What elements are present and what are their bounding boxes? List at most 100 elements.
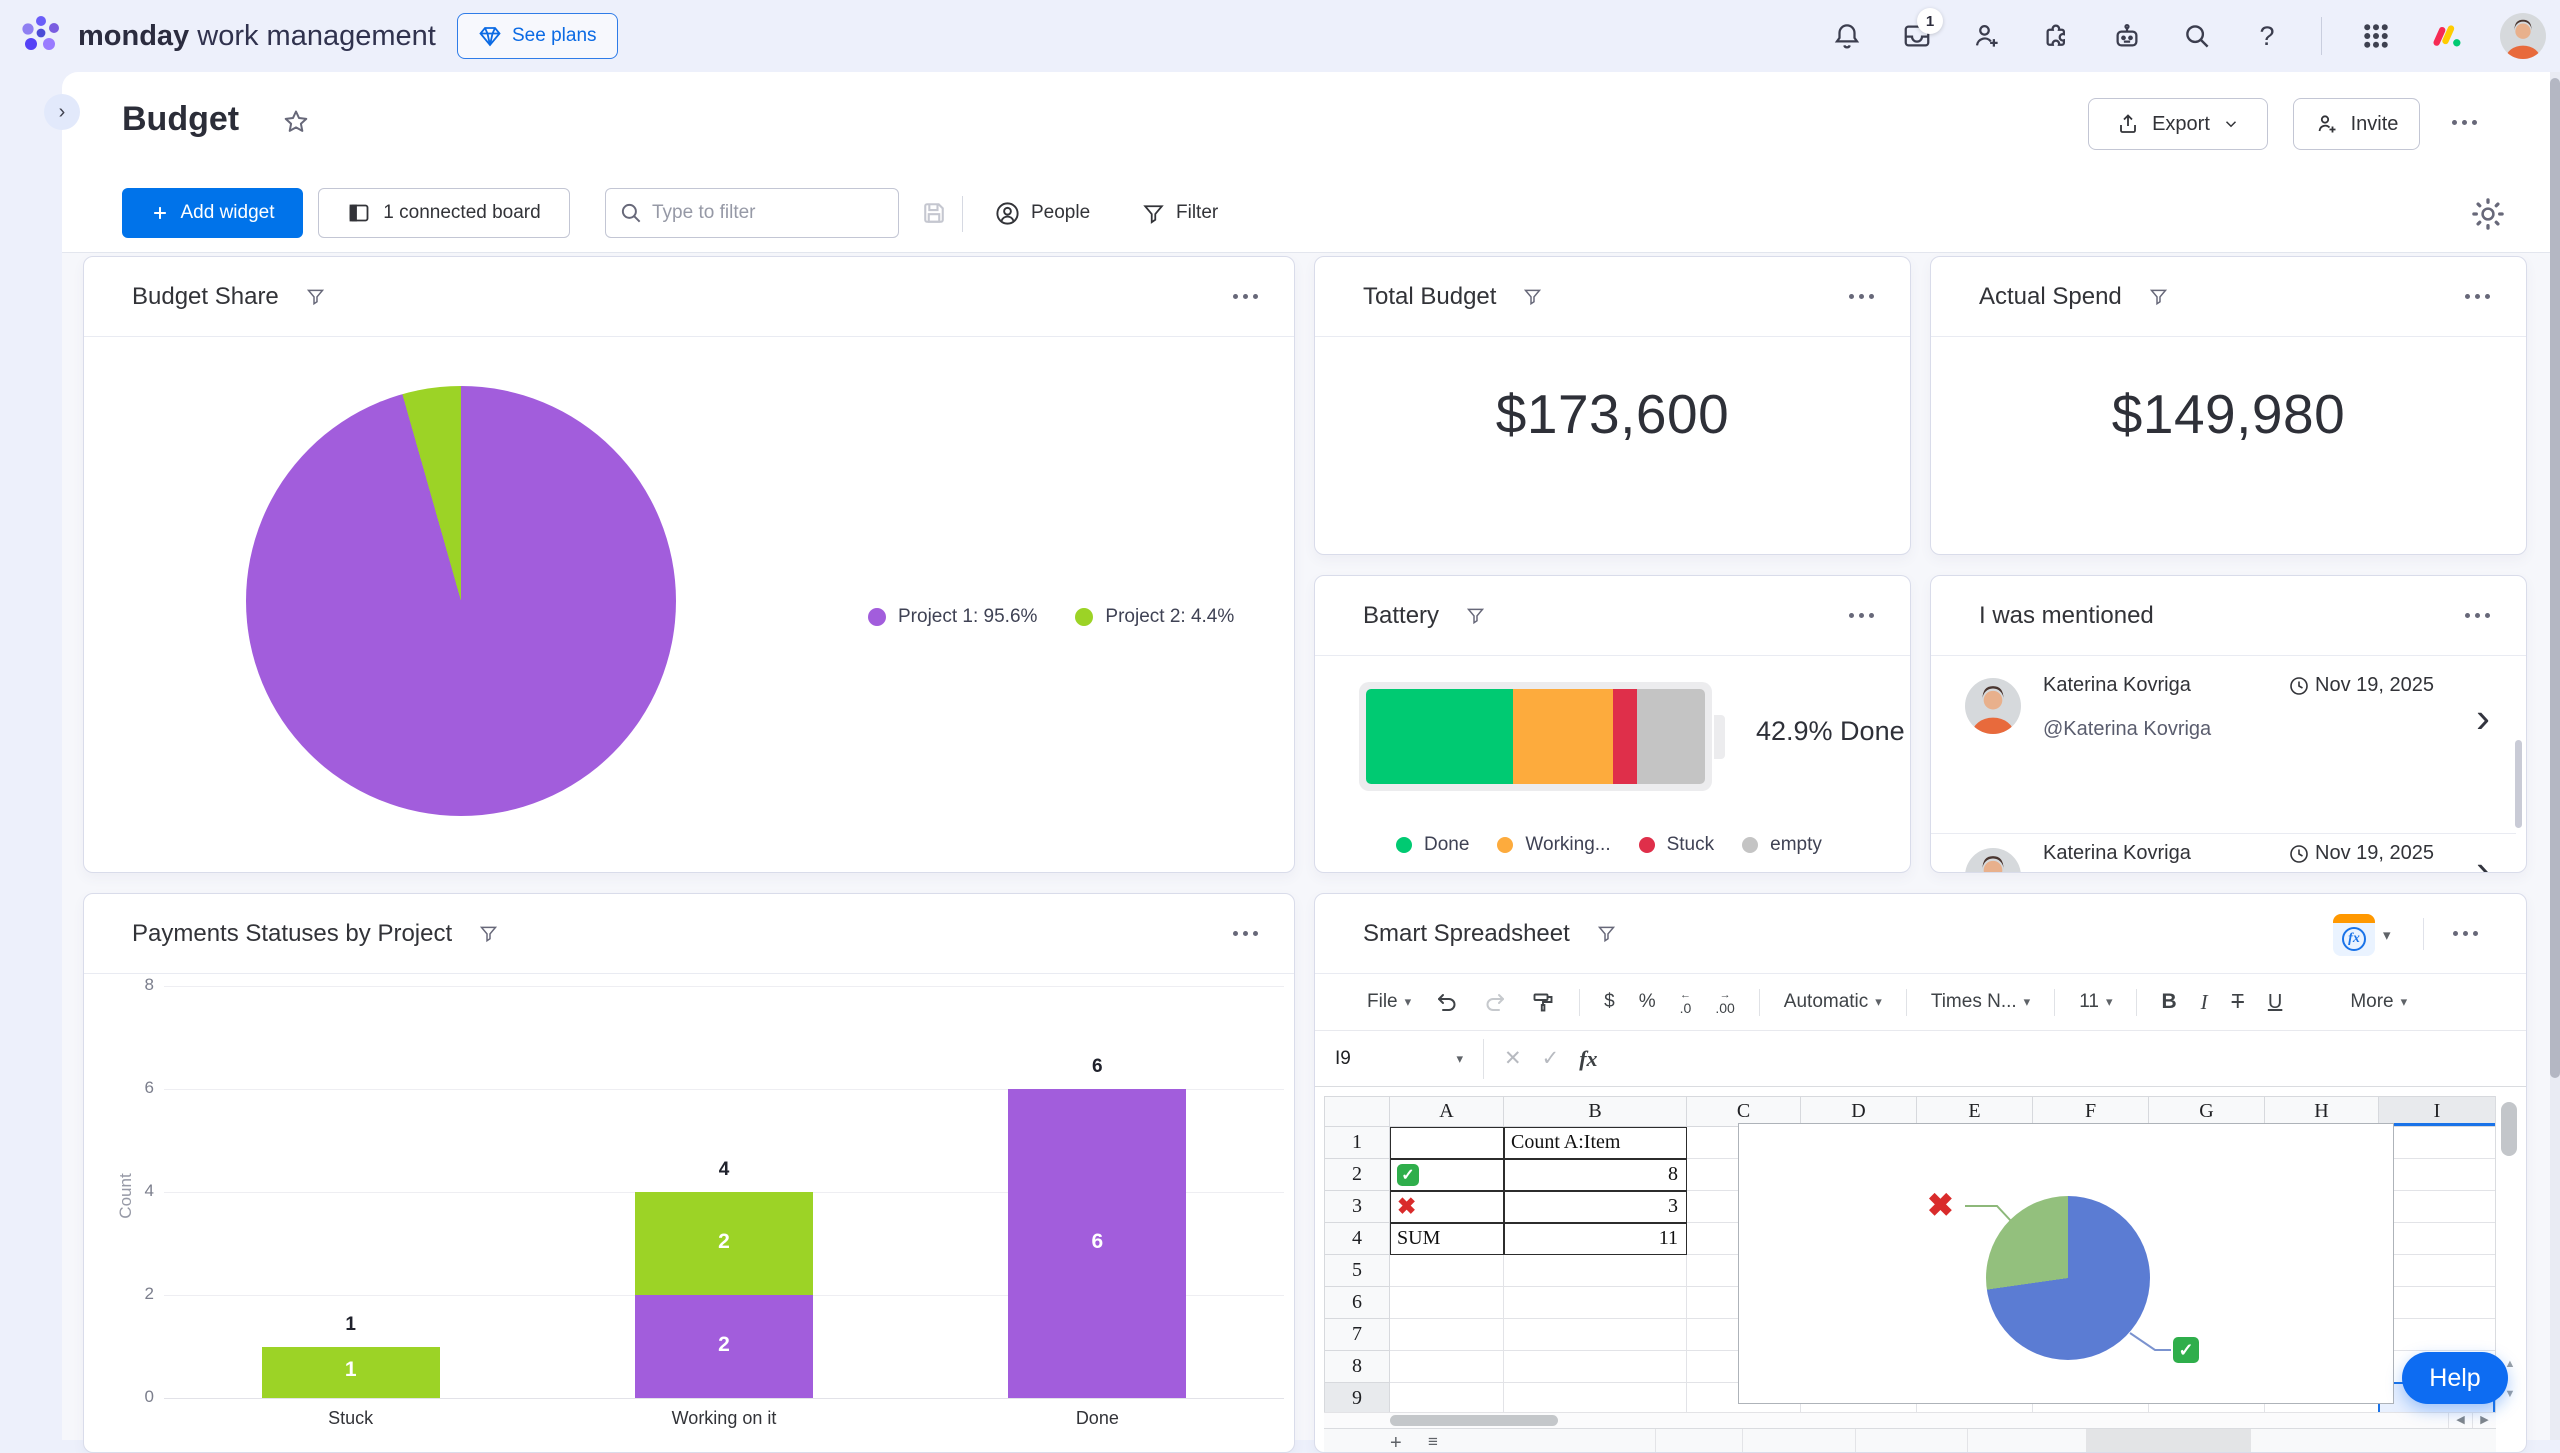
cell-B4[interactable]: 11 <box>1504 1223 1687 1255</box>
sheet-tab-strip[interactable]: + ≡ <box>1324 1428 2496 1452</box>
filter-search-input[interactable] <box>605 188 899 238</box>
sheet-chart[interactable]: ✖ ✓ <box>1738 1123 2394 1404</box>
number-format-select[interactable]: Automatic ▾ <box>1783 991 1882 1012</box>
cell-A9[interactable] <box>1390 1383 1504 1415</box>
search-icon[interactable] <box>2181 20 2213 52</box>
dashboard-settings-gear-icon[interactable] <box>2470 196 2506 232</box>
cell-A8[interactable] <box>1390 1351 1504 1383</box>
paint-format-icon[interactable] <box>1531 990 1555 1014</box>
avatar[interactable] <box>2500 13 2546 59</box>
cell-I7[interactable] <box>2379 1319 2496 1351</box>
undo-icon[interactable] <box>1435 990 1459 1014</box>
row-header-2[interactable]: 2 <box>1325 1159 1390 1191</box>
inbox-icon[interactable]: 1 <box>1901 8 1943 52</box>
notifications-bell-icon[interactable] <box>1831 20 1863 52</box>
column-header-G[interactable]: G <box>2149 1097 2265 1127</box>
widget-filter-funnel-icon[interactable] <box>2148 286 2169 307</box>
assistant-robot-icon[interactable] <box>2111 20 2143 52</box>
invite-members-icon[interactable] <box>1971 20 2003 52</box>
spreadsheet-app-icon[interactable]: fx <box>2333 914 2375 956</box>
cell-B1[interactable]: Count A:Item <box>1504 1127 1687 1159</box>
collapse-sidebar-button[interactable]: › <box>44 94 80 130</box>
board-menu-button[interactable] <box>2452 120 2477 125</box>
column-header-H[interactable]: H <box>2265 1097 2379 1127</box>
widget-menu-button[interactable] <box>2465 294 2490 299</box>
redo-icon[interactable] <box>1483 990 1507 1014</box>
format-currency-button[interactable]: $ <box>1604 991 1615 1012</box>
widget-filter-funnel-icon[interactable] <box>305 286 326 307</box>
more-menu[interactable]: More ▾ <box>2350 991 2408 1012</box>
sheet-horizontal-scrollbar[interactable]: ◀ ▶ <box>1324 1412 2496 1428</box>
cell-A3[interactable]: ✖ <box>1390 1191 1504 1223</box>
cell-B9[interactable] <box>1504 1383 1687 1415</box>
brand[interactable]: monday work management <box>18 13 436 59</box>
cell-A4[interactable]: SUM <box>1390 1223 1504 1255</box>
widget-filter-funnel-icon[interactable] <box>1522 286 1543 307</box>
widget-menu-button[interactable] <box>1233 294 1258 299</box>
italic-button[interactable]: I <box>2200 989 2208 1014</box>
budget-share-pie[interactable] <box>246 386 676 816</box>
chevron-right-icon[interactable]: › <box>2476 694 2490 741</box>
grid-corner[interactable] <box>1325 1097 1390 1127</box>
row-header-5[interactable]: 5 <box>1325 1255 1390 1287</box>
page-scrollbar[interactable] <box>2550 72 2560 1440</box>
cell-I3[interactable] <box>2379 1191 2496 1223</box>
underline-button[interactable]: U <box>2267 990 2283 1013</box>
cell-A6[interactable] <box>1390 1287 1504 1319</box>
active-sheet-tab[interactable] <box>2086 1429 2251 1452</box>
column-header-B[interactable]: B <box>1504 1097 1687 1127</box>
column-header-F[interactable]: F <box>2033 1097 2149 1127</box>
monday-mark-icon[interactable] <box>2430 20 2462 52</box>
increase-decimal-button[interactable]: → .00 <box>1715 988 1735 1016</box>
bar-segment[interactable]: 2 <box>635 1192 813 1295</box>
bold-button[interactable]: B <box>2161 990 2177 1013</box>
row-header-1[interactable]: 1 <box>1325 1127 1390 1159</box>
cell-B7[interactable] <box>1504 1319 1687 1351</box>
chevron-down-icon[interactable]: ▾ <box>2383 927 2391 944</box>
mention-item[interactable]: Katerina Kovriga @Katerina Kovriga Nov 1… <box>1931 834 2526 872</box>
bar-segment[interactable]: 6 <box>1008 1089 1187 1398</box>
apps-puzzle-icon[interactable] <box>2041 20 2073 52</box>
widget-menu-button[interactable] <box>2465 613 2490 618</box>
row-header-4[interactable]: 4 <box>1325 1223 1390 1255</box>
bar-segment[interactable]: 2 <box>635 1295 813 1398</box>
cell-name-box[interactable]: I9 ▾ <box>1335 1047 1463 1069</box>
save-icon[interactable] <box>920 199 948 227</box>
column-header-I[interactable]: I <box>2379 1097 2496 1127</box>
bar-segment[interactable]: 1 <box>261 1346 440 1398</box>
cancel-entry-icon[interactable]: ✕ <box>1504 1047 1522 1070</box>
connected-board-button[interactable]: 1 connected board <box>318 188 570 238</box>
legend-item[interactable]: Project 2: 4.4% <box>1075 606 1234 628</box>
widget-filter-funnel-icon[interactable] <box>478 923 499 944</box>
cell-B5[interactable] <box>1504 1255 1687 1287</box>
widget-menu-button[interactable] <box>2453 931 2478 936</box>
cell-A1[interactable] <box>1390 1127 1504 1159</box>
row-header-3[interactable]: 3 <box>1325 1191 1390 1223</box>
sheet-list-icon[interactable]: ≡ <box>1428 1432 1438 1451</box>
add-widget-button[interactable]: Add widget <box>122 188 303 238</box>
cell-I5[interactable] <box>2379 1255 2496 1287</box>
decrease-decimal-button[interactable]: ← .0 <box>1679 988 1692 1016</box>
row-header-7[interactable]: 7 <box>1325 1319 1390 1351</box>
export-button[interactable]: Export <box>2088 98 2268 150</box>
column-header-D[interactable]: D <box>1801 1097 1917 1127</box>
widget-menu-button[interactable] <box>1849 613 1874 618</box>
font-select[interactable]: Times N... ▾ <box>1930 991 2031 1012</box>
cell-I1[interactable] <box>2379 1127 2496 1159</box>
confirm-entry-icon[interactable]: ✓ <box>1541 1047 1560 1070</box>
cell-B2[interactable]: 8 <box>1504 1159 1687 1191</box>
widget-filter-funnel-icon[interactable] <box>1465 605 1486 626</box>
help-question-icon[interactable]: ? <box>2259 20 2275 51</box>
cell-I4[interactable] <box>2379 1223 2496 1255</box>
font-size-select[interactable]: 11 ▾ <box>2079 991 2113 1012</box>
cell-B8[interactable] <box>1504 1351 1687 1383</box>
see-plans-button[interactable]: See plans <box>457 13 618 59</box>
cell-I2[interactable] <box>2379 1159 2496 1191</box>
cell-B6[interactable] <box>1504 1287 1687 1319</box>
legend-item[interactable]: Project 1: 95.6% <box>868 606 1037 628</box>
widget-menu-button[interactable] <box>1233 931 1258 936</box>
filter-button[interactable]: Filter <box>1141 188 1218 238</box>
column-header-A[interactable]: A <box>1390 1097 1504 1127</box>
file-menu[interactable]: File ▾ <box>1367 991 1412 1012</box>
invite-button[interactable]: Invite <box>2293 98 2420 150</box>
